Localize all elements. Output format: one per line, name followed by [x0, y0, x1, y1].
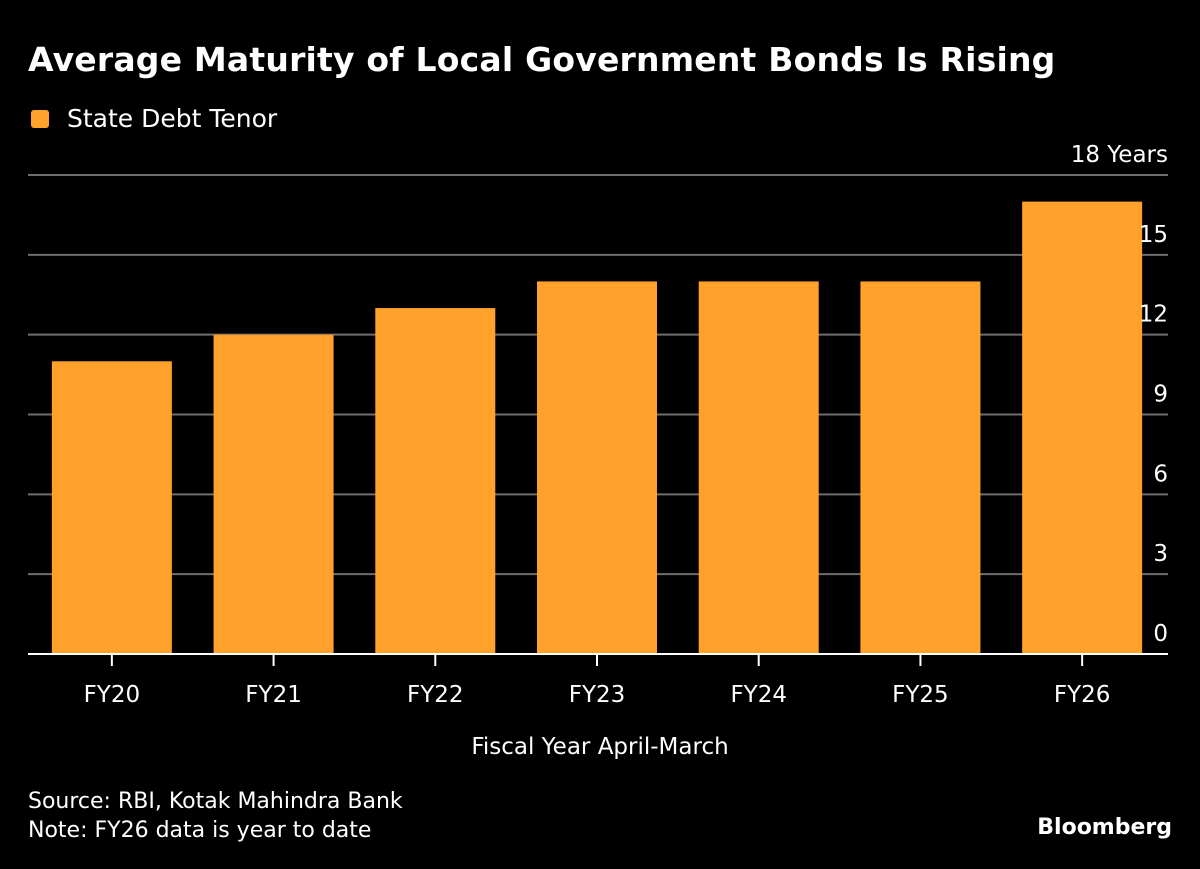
x-tick-label: FY21 [245, 682, 302, 708]
legend-label: State Debt Tenor [67, 104, 278, 133]
x-axis [28, 653, 1168, 666]
bar-fy25 [860, 281, 981, 654]
legend-swatch [31, 109, 49, 128]
bars [51, 201, 1143, 654]
footer: Source: RBI, Kotak Mahindra Bank Note: F… [28, 787, 403, 845]
data-note: Note: FY26 data is year to date [28, 818, 372, 843]
bar-fy21 [213, 334, 334, 654]
bar-fy22 [375, 308, 496, 654]
y-tick-label: 12 [1139, 302, 1168, 328]
x-axis-labels: FY20 FY21 FY22 FY23 FY24 FY25 FY26 [84, 682, 1111, 708]
x-tick-label: FY24 [730, 682, 787, 708]
x-tick-label: FY23 [569, 682, 626, 708]
bar-fy24 [698, 281, 819, 654]
bar-fy20 [51, 361, 172, 654]
bar-fy26 [1022, 201, 1143, 654]
source-note: Source: RBI, Kotak Mahindra Bank [28, 789, 403, 814]
y-tick-label: 18 Years [1071, 142, 1168, 168]
bar-fy23 [537, 281, 657, 654]
y-tick-label: 0 [1153, 621, 1168, 647]
x-tick-label: FY22 [407, 682, 464, 708]
x-axis-title: Fiscal Year April-March [471, 734, 728, 760]
y-axis-labels: 0 3 6 9 12 15 18 Years [1071, 142, 1168, 647]
x-tick-label: FY25 [892, 682, 949, 708]
y-tick-label: 15 [1139, 222, 1168, 248]
legend: State Debt Tenor [28, 104, 277, 133]
y-tick-label: 3 [1153, 541, 1168, 567]
y-tick-label: 9 [1153, 382, 1168, 408]
x-tick-label: FY26 [1054, 682, 1111, 708]
chart-title: Average Maturity of Local Government Bon… [28, 40, 1056, 79]
y-tick-label: 6 [1153, 461, 1168, 487]
bloomberg-logo: Bloomberg [1037, 815, 1172, 840]
x-tick-label: FY20 [84, 682, 141, 708]
